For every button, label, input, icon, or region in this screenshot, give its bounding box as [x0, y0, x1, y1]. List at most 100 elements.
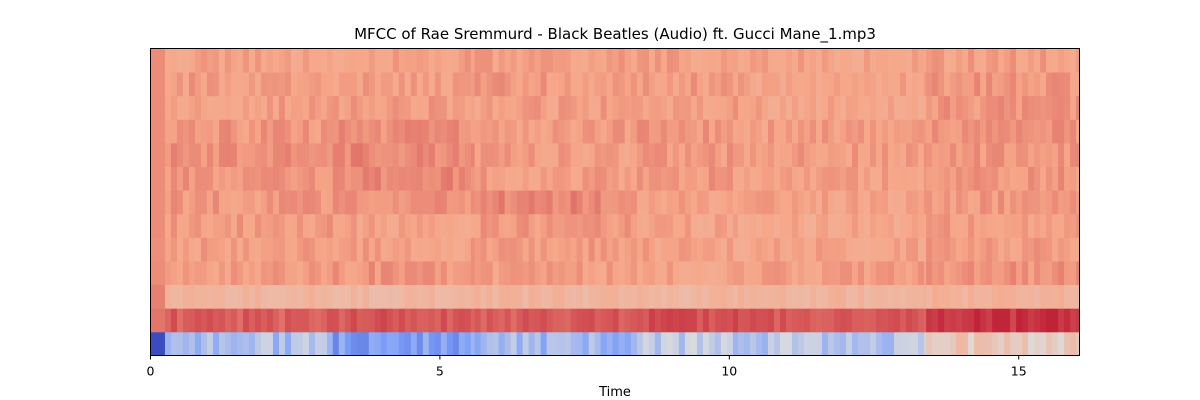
mfcc-cell — [218, 119, 226, 144]
mfcc-cell — [606, 190, 614, 215]
mfcc-cell — [236, 95, 244, 120]
mfcc-cell — [242, 213, 250, 238]
mfcc-cell — [302, 119, 310, 144]
mfcc-cell — [606, 166, 614, 191]
mfcc-cell — [164, 261, 172, 286]
mfcc-cell — [464, 95, 472, 120]
mfcc-cell — [612, 261, 620, 286]
mfcc-cell — [326, 237, 334, 262]
mfcc-cell — [528, 213, 536, 238]
mfcc-cell — [552, 166, 560, 191]
mfcc-cell — [594, 166, 602, 191]
mfcc-cell — [230, 119, 238, 144]
mfcc-cell — [242, 72, 250, 97]
mfcc-cell — [446, 213, 454, 238]
mfcc-cell — [1004, 142, 1011, 167]
mfcc-cell — [362, 95, 370, 120]
mfcc-cell — [618, 72, 626, 97]
mfcc-cell — [1010, 48, 1017, 73]
mfcc-cell — [858, 213, 865, 238]
mfcc-cell — [486, 48, 494, 73]
mfcc-cell — [434, 72, 442, 97]
mfcc-cell — [498, 72, 506, 97]
mfcc-cell — [176, 261, 184, 286]
mfcc-cell — [534, 95, 542, 120]
mfcc-cell — [1028, 331, 1035, 356]
mfcc-cell — [1022, 261, 1029, 286]
x-tick-label: 10 — [721, 364, 737, 379]
mfcc-cell — [822, 213, 829, 238]
mfcc-cell — [846, 190, 853, 215]
mfcc-cell — [606, 213, 614, 238]
mfcc-cell — [272, 119, 280, 144]
mfcc-cell — [534, 190, 542, 215]
mfcc-cell — [156, 190, 163, 215]
mfcc-cell — [200, 237, 208, 262]
mfcc-cell — [344, 119, 352, 144]
mfcc-cell — [242, 308, 250, 333]
mfcc-cell — [594, 190, 602, 215]
mfcc-cell — [660, 72, 668, 97]
mfcc-cell — [696, 308, 704, 333]
mfcc-cell — [870, 213, 877, 238]
mfcc-cell — [522, 213, 530, 238]
mfcc-cell — [510, 331, 518, 356]
mfcc-cell — [236, 72, 244, 97]
mfcc-cell — [672, 72, 680, 97]
mfcc-cell — [630, 331, 638, 356]
mfcc-cell — [254, 308, 262, 333]
mfcc-cell — [498, 284, 506, 309]
mfcc-cell — [464, 331, 472, 356]
mfcc-cell — [974, 331, 981, 356]
mfcc-cell — [962, 119, 969, 144]
mfcc-cell — [708, 237, 716, 262]
mfcc-cell — [200, 95, 208, 120]
mfcc-cell — [1040, 119, 1047, 144]
mfcc-cell — [1034, 213, 1041, 238]
mfcc-cell — [230, 190, 238, 215]
mfcc-cell — [332, 308, 340, 333]
mfcc-cell — [932, 72, 939, 97]
mfcc-cell — [932, 190, 939, 215]
mfcc-cell — [458, 237, 466, 262]
mfcc-cell — [882, 308, 889, 333]
mfcc-cell — [260, 284, 268, 309]
mfcc-cell — [756, 48, 763, 73]
mfcc-cell — [534, 308, 542, 333]
mfcc-cell — [272, 261, 280, 286]
mfcc-cell — [618, 213, 626, 238]
mfcc-cell — [156, 95, 163, 120]
mfcc-cell — [980, 166, 987, 191]
mfcc-cell — [416, 166, 424, 191]
mfcc-cell — [600, 331, 608, 356]
mfcc-cell — [956, 142, 963, 167]
mfcc-cell — [558, 213, 566, 238]
mfcc-cell — [248, 284, 256, 309]
mfcc-cell — [452, 48, 460, 73]
mfcc-cell — [762, 308, 769, 333]
mfcc-cell — [546, 48, 554, 73]
mfcc-cell — [224, 142, 232, 167]
mfcc-cell — [648, 190, 656, 215]
mfcc-cell — [374, 237, 382, 262]
mfcc-cell — [422, 72, 430, 97]
mfcc-cell — [410, 308, 418, 333]
mfcc-cell — [926, 261, 933, 286]
mfcc-cell — [702, 190, 710, 215]
mfcc-cell — [182, 261, 190, 286]
mfcc-cell — [206, 48, 214, 73]
mfcc-cell — [696, 95, 704, 120]
mfcc-cell — [750, 237, 757, 262]
mfcc-cell — [170, 261, 178, 286]
mfcc-cell — [1046, 261, 1053, 286]
mfcc-cell — [894, 237, 901, 262]
mfcc-cell — [998, 213, 1005, 238]
mfcc-cell — [816, 261, 823, 286]
mfcc-cell — [452, 284, 460, 309]
mfcc-cell — [906, 72, 913, 97]
mfcc-cell — [356, 72, 364, 97]
mfcc-cell — [404, 48, 412, 73]
mfcc-cell — [938, 308, 945, 333]
mfcc-cell — [726, 308, 734, 333]
mfcc-cell — [834, 261, 841, 286]
